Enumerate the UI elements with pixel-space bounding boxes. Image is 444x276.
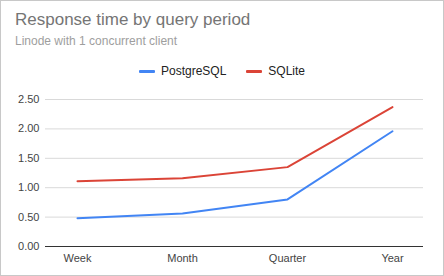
svg-text:2.00: 2.00 xyxy=(18,122,39,134)
svg-text:Month: Month xyxy=(167,252,198,264)
html-text:SQLite: SQLite xyxy=(268,64,305,78)
svg-text:Quarter: Quarter xyxy=(269,252,307,264)
svg-text:1.00: 1.00 xyxy=(18,181,39,193)
html-text:PostgreSQL: PostgreSQL xyxy=(161,64,227,78)
html-text:Response time by query period: Response time by query period xyxy=(15,10,251,29)
svg-text:2.50: 2.50 xyxy=(18,93,39,105)
svg-text:1.50: 1.50 xyxy=(18,152,39,164)
svg-text:0.00: 0.00 xyxy=(18,240,39,252)
svg-text:0.50: 0.50 xyxy=(18,211,39,223)
html-text:Linode with 1 concurrent clien: Linode with 1 concurrent client xyxy=(15,34,178,48)
svg-text:Year: Year xyxy=(381,252,404,264)
svg-text:Week: Week xyxy=(64,252,92,264)
